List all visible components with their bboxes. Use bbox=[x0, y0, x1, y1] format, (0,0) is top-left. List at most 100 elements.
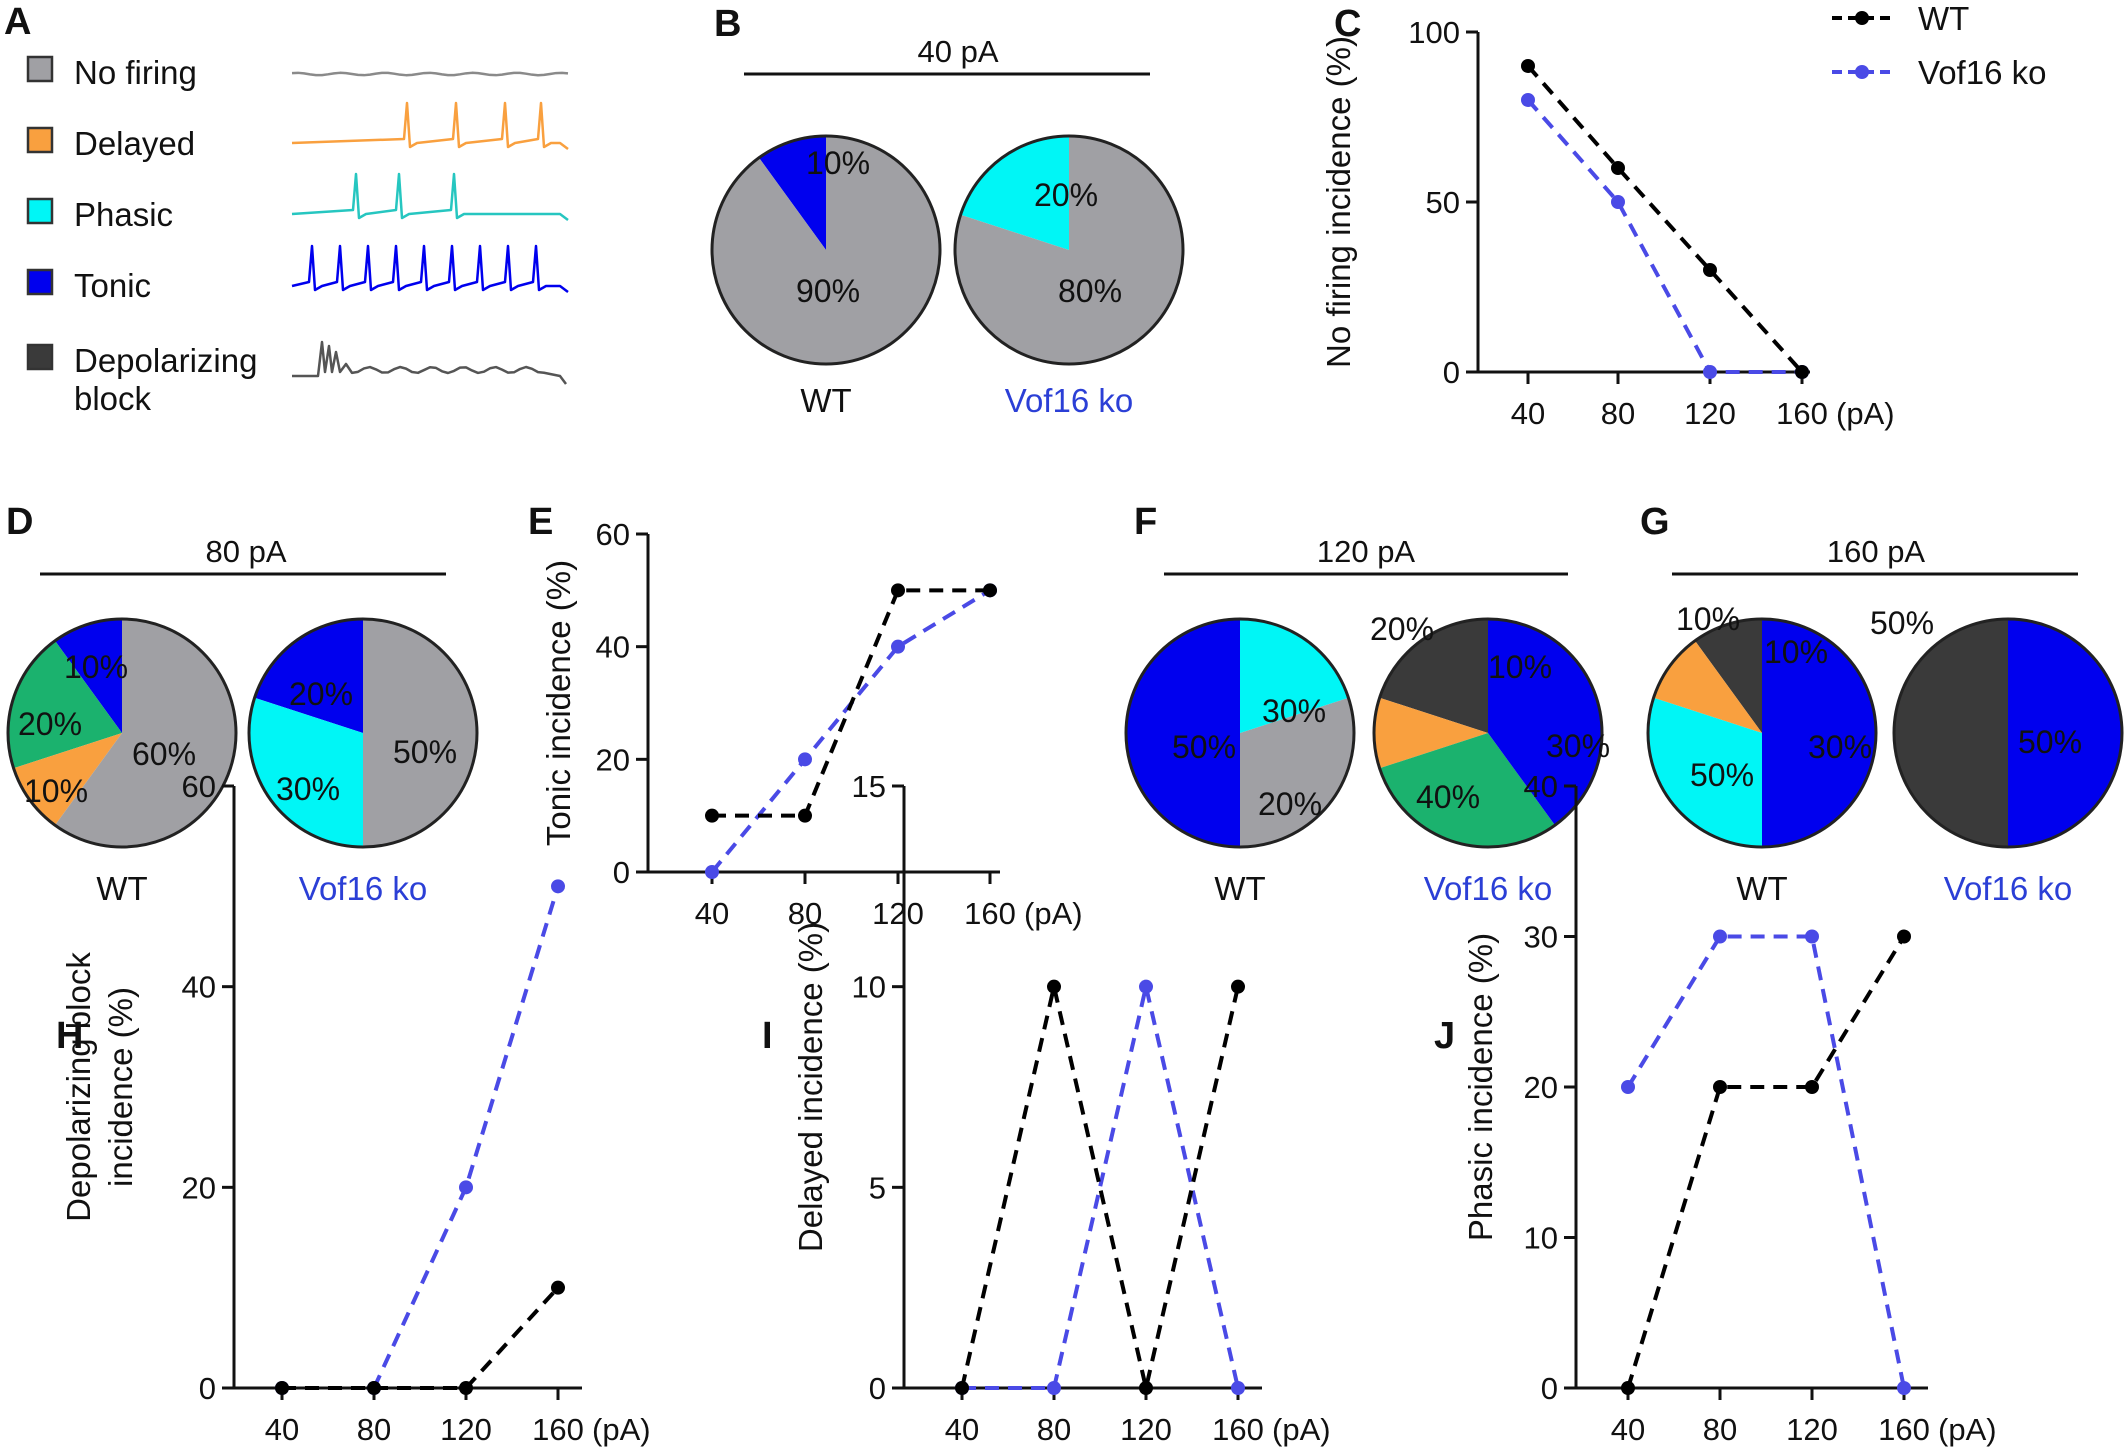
panel-letter-e: E bbox=[528, 501, 553, 543]
data-point-vof16-ko bbox=[1805, 929, 1819, 944]
pie-slice-tonic bbox=[758, 136, 826, 250]
legend-label-depolarizing-line2: block bbox=[74, 380, 152, 417]
pie-slice-label: 30% bbox=[1546, 728, 1610, 764]
pie-slice-label: 10% bbox=[1488, 649, 1552, 685]
x-unit-label: (pA) bbox=[1836, 396, 1895, 431]
x-tick-label: 120 bbox=[1120, 1412, 1172, 1447]
pie-slice-depolarizing bbox=[1694, 619, 1762, 733]
data-point-wt bbox=[1611, 161, 1625, 175]
legend-swatch-no_firing bbox=[26, 55, 54, 83]
panel-j-line-chart: 0 10 20 30 40 40 80 120 160 (pA) Phasic incidence … bbox=[1462, 769, 1997, 1447]
legend-label-no_firing: No firing bbox=[74, 54, 197, 91]
pie-slice-delayed bbox=[1374, 697, 1488, 769]
series-line-vof16-ko bbox=[282, 885, 560, 1390]
series-line-wt bbox=[1626, 935, 1906, 1389]
legend-marker-wt bbox=[1855, 11, 1869, 25]
data-point-vof16-ko bbox=[798, 752, 812, 767]
y-tick-label: 0 bbox=[613, 855, 630, 890]
pie-slice-label: 20% bbox=[1034, 177, 1098, 213]
y-tick-label: 40 bbox=[596, 630, 630, 665]
pie-slice-label: 30% bbox=[276, 771, 340, 807]
data-point-wt bbox=[1231, 979, 1245, 994]
legend-label-ko: Vof16 ko bbox=[1918, 54, 2046, 91]
series-line-vof16-ko bbox=[1526, 98, 1802, 374]
legend-label-delayed: Delayed bbox=[74, 125, 195, 162]
y-tick-label: 10 bbox=[1524, 1221, 1558, 1256]
panel-letter-j: J bbox=[1434, 1015, 1455, 1057]
series-line-vof16-ko bbox=[1626, 934, 1906, 1389]
series-line-wt bbox=[282, 1286, 560, 1390]
panel-letter-h: H bbox=[56, 1015, 83, 1057]
x-unit-label: (pA) bbox=[592, 1412, 651, 1447]
pie-panel-title: 40 pA bbox=[917, 34, 998, 69]
panel-g-pies: 160 pA 10% 10% 30% 50% WT 50% 50% Vof16 ko bbox=[1646, 534, 2124, 907]
pie-slice-depolarizing bbox=[1379, 619, 1488, 733]
pie-slice-label: 20% bbox=[289, 676, 353, 712]
pie-slice-tonic bbox=[1488, 619, 1602, 826]
x-unit-label: (pA) bbox=[1938, 1412, 1997, 1447]
data-point-wt bbox=[1621, 1381, 1635, 1395]
data-point-wt bbox=[1897, 929, 1911, 944]
pie-slice-no_firing bbox=[1240, 697, 1354, 847]
x-unit-label: (pA) bbox=[1024, 896, 1083, 931]
pie-slice-no_firing bbox=[54, 619, 236, 847]
pie-slice-label: 10% bbox=[1764, 634, 1828, 670]
trace-depolarizing-block bbox=[292, 340, 567, 385]
pie-outline bbox=[710, 134, 942, 366]
panel-c-legend: WT Vof16 ko bbox=[1832, 0, 2046, 91]
pie-group-label: WT bbox=[800, 382, 851, 419]
pie-slice-label: 10% bbox=[64, 649, 128, 685]
pie-slice-label: 50% bbox=[1870, 605, 1934, 641]
data-point-wt bbox=[1713, 1080, 1727, 1094]
y-tick-label: 100 bbox=[1408, 15, 1460, 50]
pie-slice-phasic bbox=[1648, 697, 1762, 847]
data-point-wt bbox=[983, 583, 997, 598]
pie-group-label: WT bbox=[96, 870, 147, 907]
data-point-wt bbox=[891, 583, 905, 598]
pie-slice-phasic bbox=[1240, 619, 1349, 733]
data-point-wt bbox=[1805, 1080, 1819, 1094]
legend-label-tonic: Tonic bbox=[74, 267, 151, 304]
y-tick-label: 50 bbox=[1426, 185, 1460, 220]
y-tick-label: 0 bbox=[1541, 1371, 1558, 1406]
data-point-vof16-ko bbox=[459, 1180, 473, 1195]
series-line-wt bbox=[1526, 64, 1804, 374]
pie-slice-label: 10% bbox=[24, 773, 88, 809]
y-axis-label-line2: incidence (%) bbox=[102, 987, 139, 1187]
pie-slice-tonic bbox=[1126, 619, 1240, 847]
pie-slice-phasic bbox=[960, 136, 1069, 250]
trace-delayed bbox=[291, 101, 569, 150]
pie-slice-label: 30% bbox=[1262, 693, 1326, 729]
legend-label-phasic: Phasic bbox=[74, 196, 173, 233]
y-tick-label: 20 bbox=[182, 1170, 216, 1205]
data-point-wt bbox=[367, 1381, 381, 1395]
data-point-wt bbox=[1795, 365, 1809, 379]
panel-letter-b: B bbox=[714, 3, 741, 45]
pie-slice-label: 90% bbox=[796, 273, 860, 309]
pie-slice-tonic bbox=[54, 619, 123, 733]
pie-slice-no_firing bbox=[955, 136, 1183, 364]
pie-slice-tonic bbox=[2008, 619, 2122, 847]
pie-outline bbox=[1646, 617, 1878, 849]
pie-slice-tonic bbox=[254, 619, 363, 733]
series-line-wt bbox=[960, 986, 1240, 1389]
pie-slice-label: 80% bbox=[1058, 273, 1122, 309]
panel-b-pies: 40 pA 10% 90% WT 20% 80% Vof16 ko bbox=[710, 34, 1185, 419]
panel-letter-f: F bbox=[1134, 501, 1157, 543]
panel-letter-i: I bbox=[762, 1015, 773, 1057]
y-axis-label: No firing incidence (%) bbox=[1320, 36, 1357, 368]
pie-slice-depolarizing bbox=[1894, 619, 2008, 847]
pie-panel-title: 160 pA bbox=[1827, 534, 1926, 569]
pie-slice-green bbox=[1379, 733, 1556, 847]
data-point-wt bbox=[798, 808, 812, 823]
x-tick-label: 160 bbox=[1776, 396, 1828, 431]
data-point-wt bbox=[1139, 1381, 1153, 1395]
x-tick-label: 120 bbox=[1684, 396, 1736, 431]
x-tick-label: 40 bbox=[1511, 396, 1545, 431]
pie-slice-label: 40% bbox=[1416, 779, 1480, 815]
pie-slice-no_firing bbox=[712, 136, 940, 364]
x-tick-label: 80 bbox=[1601, 396, 1635, 431]
x-tick-label: 40 bbox=[695, 896, 729, 931]
panel-letter-a: A bbox=[4, 1, 31, 43]
pie-outline bbox=[6, 617, 238, 849]
